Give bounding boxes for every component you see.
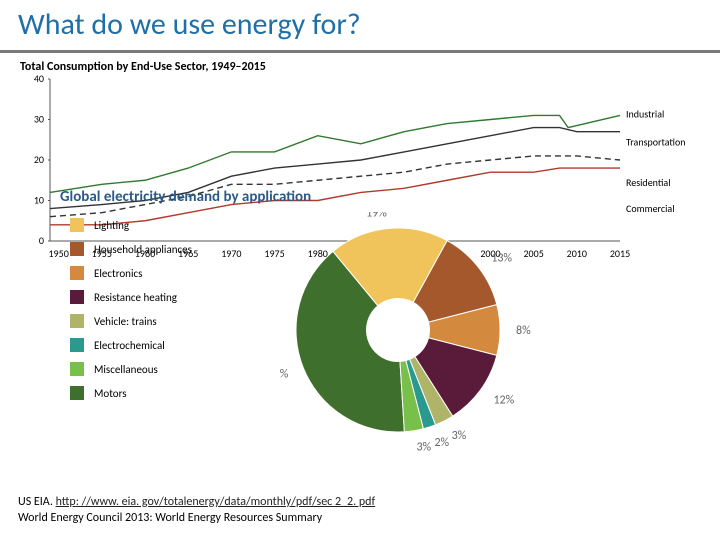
legend-swatch: [70, 290, 84, 304]
y-tick-label: 40: [34, 74, 44, 85]
legend-item: Electronics: [70, 266, 192, 280]
legend-swatch: [70, 242, 84, 256]
legend-item: Electrochemical: [70, 338, 192, 352]
x-tick-label: 1970: [221, 247, 241, 259]
slide: What do we use energy for? Total Consump…: [0, 0, 720, 540]
legend-label: Electrochemical: [94, 339, 165, 352]
series-label: Transportation: [626, 136, 686, 149]
pie-legend: Lighting Household appliances Electronics R…: [70, 218, 192, 410]
legend-swatch: [70, 266, 84, 280]
legend-item: Miscellaneous: [70, 362, 192, 376]
legend-item: Resistance heating: [70, 290, 192, 304]
series-label: Commercial: [626, 202, 675, 215]
pie-hole: [366, 298, 430, 362]
pie-slice-label: 8%: [516, 324, 531, 338]
legend-swatch: [70, 314, 84, 328]
series-label: Residential: [626, 176, 670, 189]
legend-swatch: [70, 218, 84, 232]
page-title: What do we use energy for?: [18, 6, 361, 43]
legend-label: Vehicle: trains: [94, 315, 157, 328]
x-tick-label: 1950: [48, 247, 68, 259]
pie-slice-label: 3%: [416, 441, 431, 455]
footer-line2: World Energy Council 2013: World Energy …: [18, 511, 322, 525]
y-tick-label: 0: [39, 234, 44, 247]
legend-label: Miscellaneous: [94, 363, 158, 376]
pie-chart-title: Global electricity demand by application: [60, 188, 311, 206]
x-tick-label: 2010: [567, 247, 587, 259]
series-label: Industrial: [626, 107, 664, 120]
footer-link[interactable]: http: //www. eia. gov/totalenergy/data/m…: [56, 495, 376, 509]
legend-item: Lighting: [70, 218, 192, 232]
y-tick-label: 30: [34, 113, 44, 126]
legend-label: Motors: [94, 387, 127, 400]
pie-slice-label: 40%: [280, 367, 289, 381]
legend-swatch: [70, 362, 84, 376]
footer-source-prefix: US EIA.: [18, 495, 56, 509]
pie-slice-label: 2%: [434, 436, 449, 450]
pie-slice-label: 12%: [493, 393, 514, 407]
pie-slice-label: 19%: [366, 212, 387, 221]
legend-label: Lighting: [94, 219, 129, 232]
footer: US EIA. http: //www. eia. gov/totalenerg…: [18, 494, 375, 526]
legend-item: Household appliances: [70, 242, 192, 256]
y-tick-label: 10: [34, 194, 44, 207]
series-residential: [50, 156, 620, 217]
legend-item: Motors: [70, 386, 192, 400]
legend-item: Vehicle: trains: [70, 314, 192, 328]
pie-slice-label: 3%: [452, 429, 467, 443]
x-tick-label: 2015: [610, 247, 630, 259]
title-rule: [0, 50, 720, 53]
pie-slice-label: 13%: [491, 252, 512, 266]
legend-label: Resistance heating: [94, 291, 177, 304]
legend-label: Electronics: [94, 267, 142, 280]
legend-label: Household appliances: [94, 243, 192, 256]
y-tick-label: 20: [34, 153, 44, 166]
line-chart-title: Total Consumption by End-Use Sector, 194…: [20, 60, 266, 74]
legend-swatch: [70, 386, 84, 400]
legend-swatch: [70, 338, 84, 352]
pie-chart: 40% 19% 13% 8% 12% 3%2%3%: [280, 212, 540, 472]
